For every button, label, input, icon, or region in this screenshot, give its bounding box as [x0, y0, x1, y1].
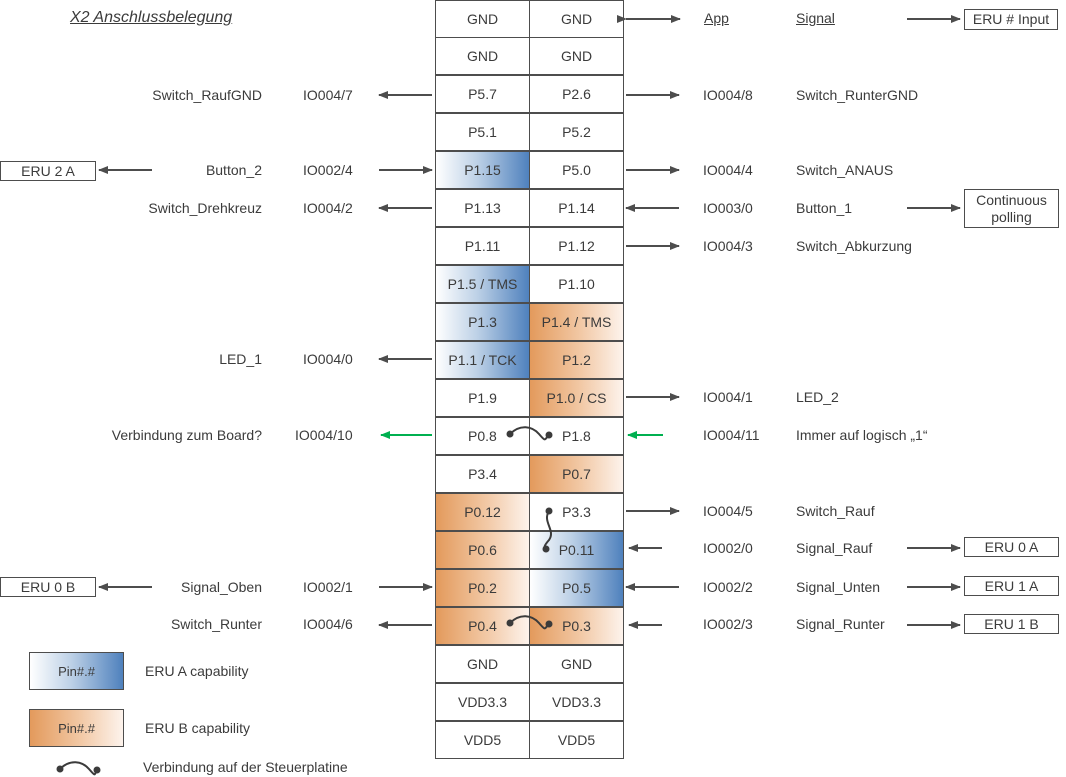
pin-cell-left: P1.11	[435, 227, 530, 265]
right-signal-label: Button_1	[796, 200, 853, 216]
right-signal-label: Switch_Rauf	[796, 503, 875, 519]
right-io-label: IO002/3	[703, 616, 753, 632]
pin-cell-right-eru-b: P1.0 / CS	[529, 379, 624, 417]
pin-cell-left-eru-a: P1.3	[435, 303, 530, 341]
pin-cell-right: P5.2	[529, 113, 624, 151]
right-signal-label: Switch_RunterGND	[796, 87, 919, 103]
diagram-title: X2 Anschlussbelegung	[70, 9, 233, 26]
pin-cell-right: GND	[529, 645, 624, 683]
board-connection-p33-p011	[543, 510, 552, 550]
legend-eru-a-swatch: Pin#.#	[29, 652, 124, 690]
right-signal-label: Immer auf logisch „1“	[796, 427, 928, 443]
board-connection-p08-p18	[509, 426, 550, 441]
pin-cell-left-eru-b: P0.2	[435, 569, 530, 607]
left-signal-label: Switch_Runter	[170, 616, 262, 632]
left-signal-label: Switch_Drehkreuz	[148, 200, 262, 216]
pin-cell-left-eru-a: P1.5 / TMS	[435, 265, 530, 303]
pin-cell-left-eru-a: P1.15	[435, 151, 530, 189]
header-eru-input-box: ERU # Input	[964, 9, 1058, 30]
pin-cell-right: GND	[529, 37, 624, 75]
left-io-label: IO002/4	[303, 162, 353, 178]
continuous-polling-box: Continuous polling	[964, 189, 1059, 228]
eru-1b-box: ERU 1 B	[964, 614, 1059, 634]
pin-cell-right: VDD5	[529, 721, 624, 759]
left-io-label: IO004/0	[303, 351, 353, 367]
eru-0a-box: ERU 0 A	[964, 537, 1059, 557]
pin-cell-left-eru-a: P1.1 / TCK	[435, 341, 530, 379]
pin-cell-left: P3.4	[435, 455, 530, 493]
pin-cell-left-eru-b: P0.6	[435, 531, 530, 569]
left-signal-label: Button_2	[205, 162, 262, 178]
legend-eru-b-label: ERU B capability	[145, 720, 251, 736]
pin-cell-right-eru-b: P1.2	[529, 341, 624, 379]
right-io-label: IO003/0	[703, 200, 753, 216]
right-io-label: IO004/5	[703, 503, 753, 519]
header-app: App	[704, 10, 729, 26]
right-io-label: IO004/3	[703, 238, 753, 254]
pin-cell-left: P0.8	[435, 417, 530, 455]
left-io-label: IO004/10	[295, 427, 353, 443]
pin-cell-left: VDD3.3	[435, 683, 530, 721]
eru-2a-box: ERU 2 A	[0, 161, 96, 181]
right-io-label: IO004/4	[703, 162, 753, 178]
right-io-label: IO004/1	[703, 389, 753, 405]
pin-cell-left: GND	[435, 37, 530, 75]
pin-cell-right: P1.8	[529, 417, 624, 455]
left-io-label: IO004/6	[303, 616, 353, 632]
pin-cell-right-eru-b: P0.3	[529, 607, 624, 645]
right-io-label: IO002/0	[703, 540, 753, 556]
pin-cell-right: GND	[529, 0, 624, 38]
left-signal-label: Verbindung zum Board?	[111, 427, 262, 443]
pin-cell-left: P5.7	[435, 75, 530, 113]
right-signal-label: Signal_Rauf	[796, 540, 873, 556]
left-io-label: IO004/2	[303, 200, 353, 216]
eru-1a-box: ERU 1 A	[964, 576, 1059, 596]
pin-cell-right: P1.12	[529, 227, 624, 265]
legend-connection-label: Verbindung auf der Steuerplatine	[143, 759, 348, 775]
legend-eru-a-label: ERU A capability	[145, 663, 249, 679]
pin-cell-right-eru-b: P1.4 / TMS	[529, 303, 624, 341]
pin-cell-left: GND	[435, 645, 530, 683]
pin-cell-right: P2.6	[529, 75, 624, 113]
pin-cell-left: P5.1	[435, 113, 530, 151]
board-connection-p04-p03	[509, 615, 550, 630]
pin-cell-right-eru-b: P0.7	[529, 455, 624, 493]
eru-0b-box: ERU 0 B	[0, 577, 96, 597]
legend-connection-symbol	[59, 761, 98, 776]
pin-cell-right: P3.3	[529, 493, 624, 531]
pin-cell-left: P1.13	[435, 189, 530, 227]
pin-cell-right: P1.14	[529, 189, 624, 227]
legend-eru-b-swatch: Pin#.#	[29, 709, 124, 747]
pin-cell-right: P1.10	[529, 265, 624, 303]
right-io-label: IO004/11	[703, 427, 760, 443]
left-io-label: IO002/1	[303, 579, 353, 595]
right-io-label: IO004/8	[703, 87, 753, 103]
right-signal-label: Signal_Runter	[796, 616, 885, 632]
header-signal: Signal	[796, 10, 835, 26]
left-signal-label: Signal_Oben	[181, 579, 262, 595]
left-signal-label: Switch_RaufGND	[152, 87, 262, 103]
right-signal-label: LED_2	[796, 389, 839, 405]
right-signal-label: Switch_ANAUS	[796, 162, 894, 178]
right-signal-label: Signal_Unten	[796, 579, 881, 595]
pin-cell-right: VDD3.3	[529, 683, 624, 721]
left-io-label: IO004/7	[303, 87, 353, 103]
pin-cell-right-eru-a: P0.5	[529, 569, 624, 607]
right-io-label: IO002/2	[703, 579, 753, 595]
right-signal-label: Switch_Abkurzung	[796, 238, 912, 254]
pin-cell-left: P1.9	[435, 379, 530, 417]
pin-cell-right: P5.0	[529, 151, 624, 189]
left-signal-label: LED_1	[219, 351, 262, 367]
pin-cell-left: VDD5	[435, 721, 530, 759]
